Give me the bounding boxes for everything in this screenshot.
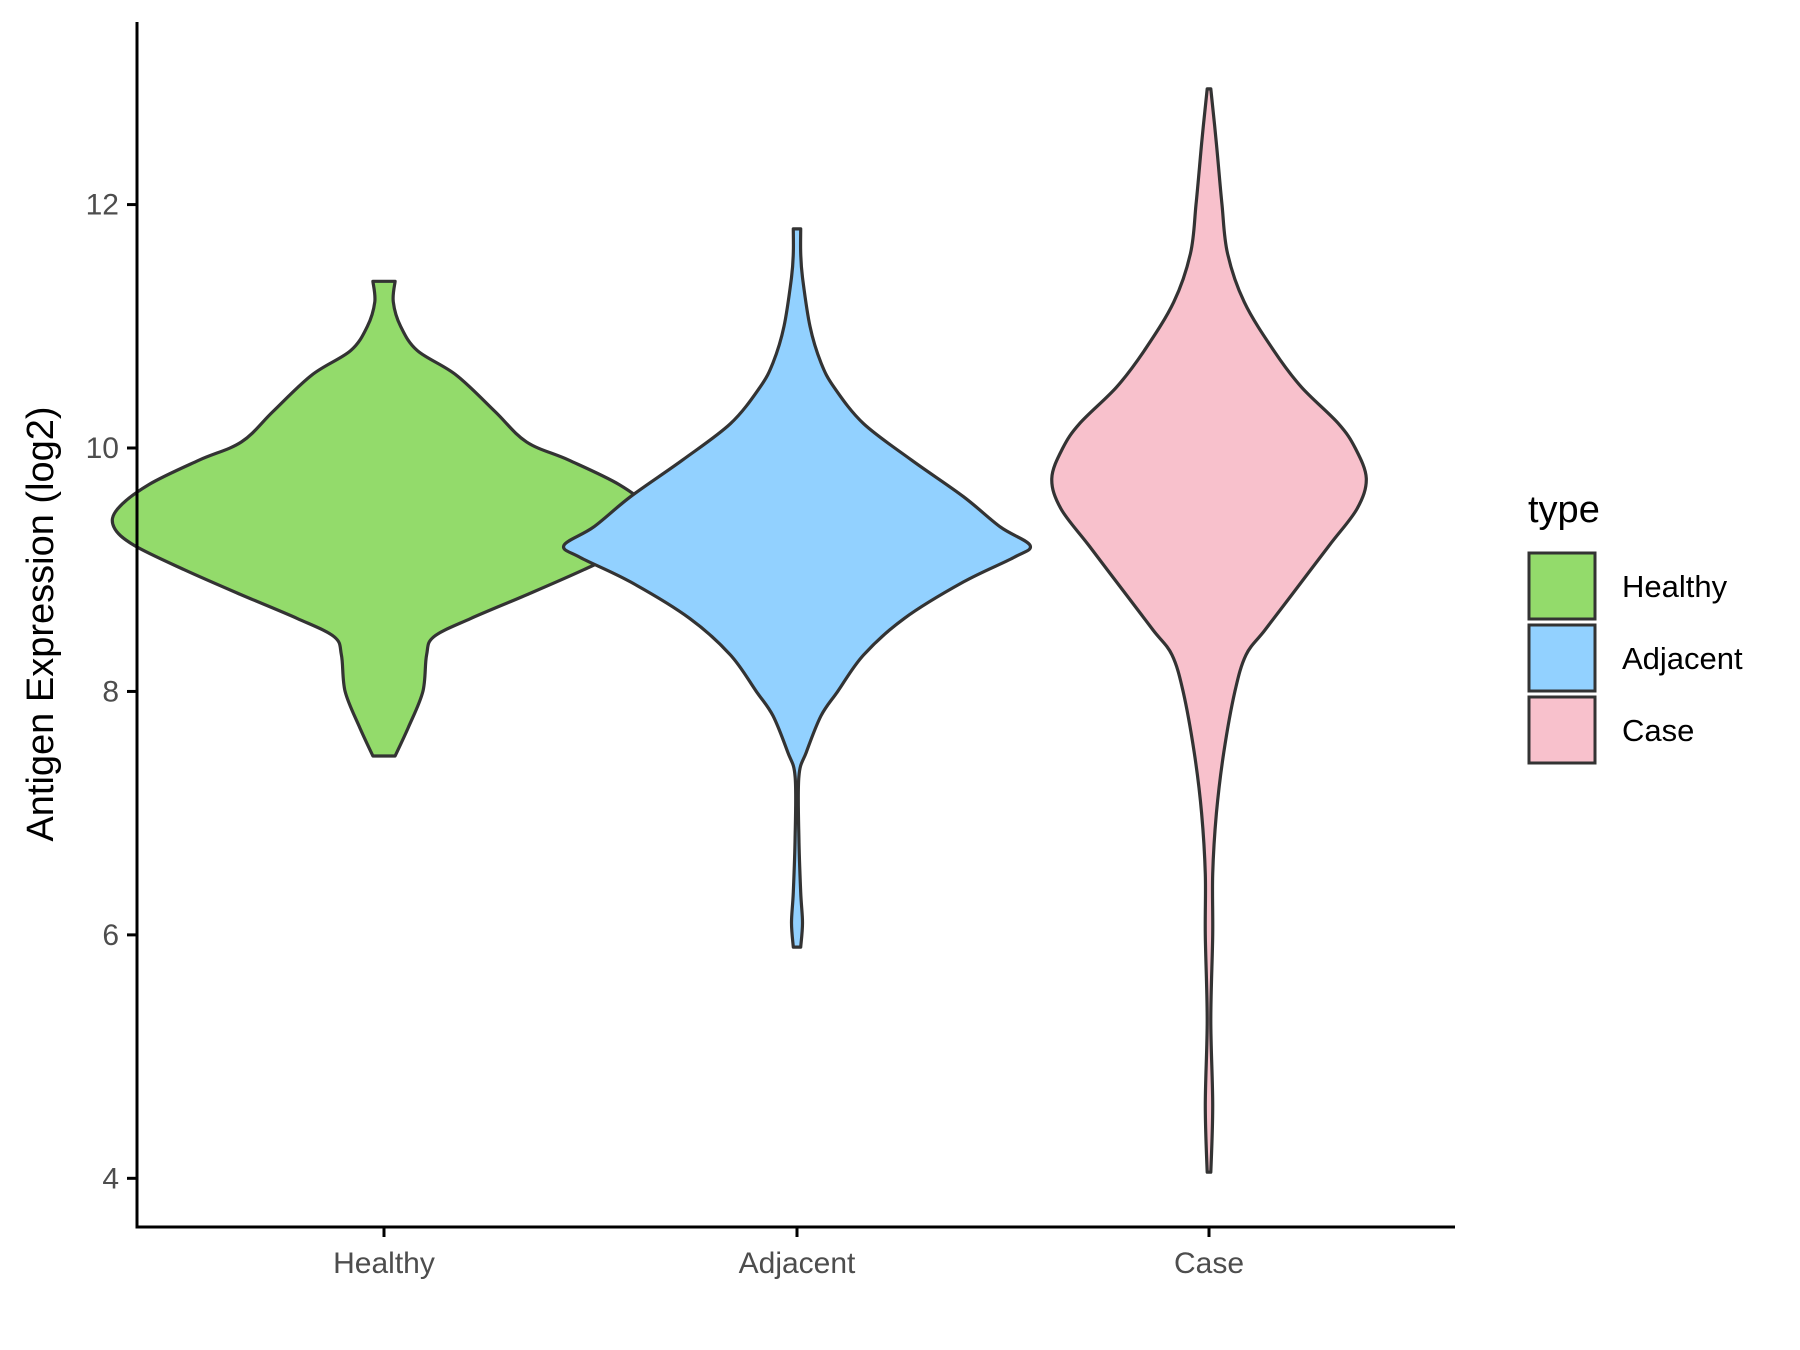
y-tick-label: 10: [86, 432, 119, 465]
axes: [135, 22, 1455, 1229]
violin-healthy: [110, 279, 658, 758]
violin-adjacent: [561, 227, 1033, 949]
violin-case: [1050, 87, 1368, 1174]
y-axis-ticks: 4 6 8 10 12: [86, 189, 137, 1195]
x-tick-label: Case: [1174, 1247, 1244, 1280]
x-axis-ticks: Healthy Adjacent Case: [333, 1227, 1244, 1280]
y-tick-label: 12: [86, 189, 119, 222]
y-tick-label: 4: [102, 1162, 119, 1195]
legend: type Healthy Adjacent Case: [1527, 489, 1743, 765]
legend-label: Adjacent: [1622, 641, 1743, 676]
legend-label: Healthy: [1622, 569, 1728, 604]
legend-key-adjacent: [1527, 623, 1597, 693]
violin-layer: [110, 87, 1368, 1174]
x-tick-label: Healthy: [333, 1247, 435, 1280]
y-axis-title: Antigen Expression (log2): [20, 406, 62, 841]
x-tick-label: Adjacent: [739, 1247, 856, 1280]
legend-key-case: [1527, 695, 1597, 765]
legend-title: type: [1528, 489, 1600, 531]
legend-key-healthy: [1527, 551, 1597, 621]
legend-label: Case: [1622, 713, 1694, 748]
y-tick-label: 6: [102, 919, 119, 952]
y-tick-label: 8: [102, 675, 119, 708]
